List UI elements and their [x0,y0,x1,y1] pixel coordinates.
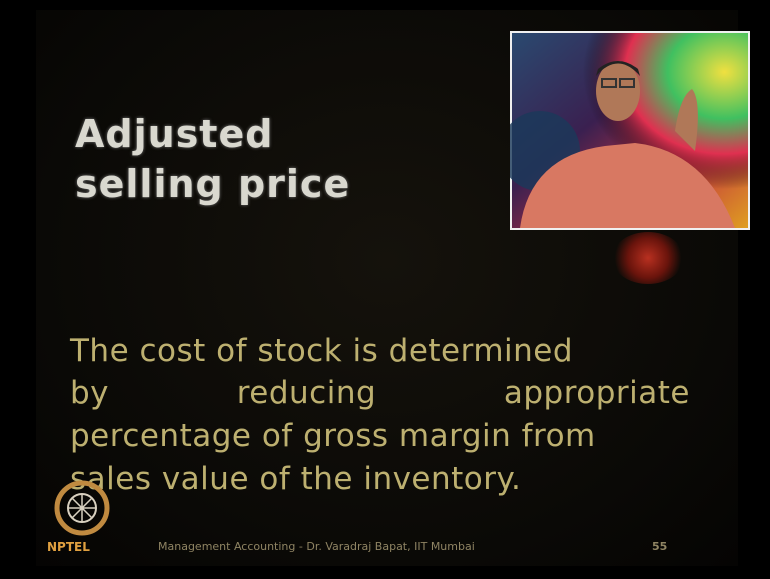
nptel-logo [54,480,110,536]
body-line: The cost of stock is determined [70,333,574,369]
body-line: percentage of gross margin from [70,418,596,454]
glow-decoration [612,232,684,284]
slide-title-line: selling price [75,162,351,206]
footer-text: Management Accounting - Dr. Varadraj Bap… [158,540,475,553]
speaker-video [510,31,750,230]
body-line: sales value of the inventory. [70,461,522,497]
body-line: by reducing appropriate [70,375,690,411]
slide-title-line: Adjusted [75,112,274,156]
logo-text: NPTEL [47,540,90,554]
page-number: 55 [652,540,668,553]
